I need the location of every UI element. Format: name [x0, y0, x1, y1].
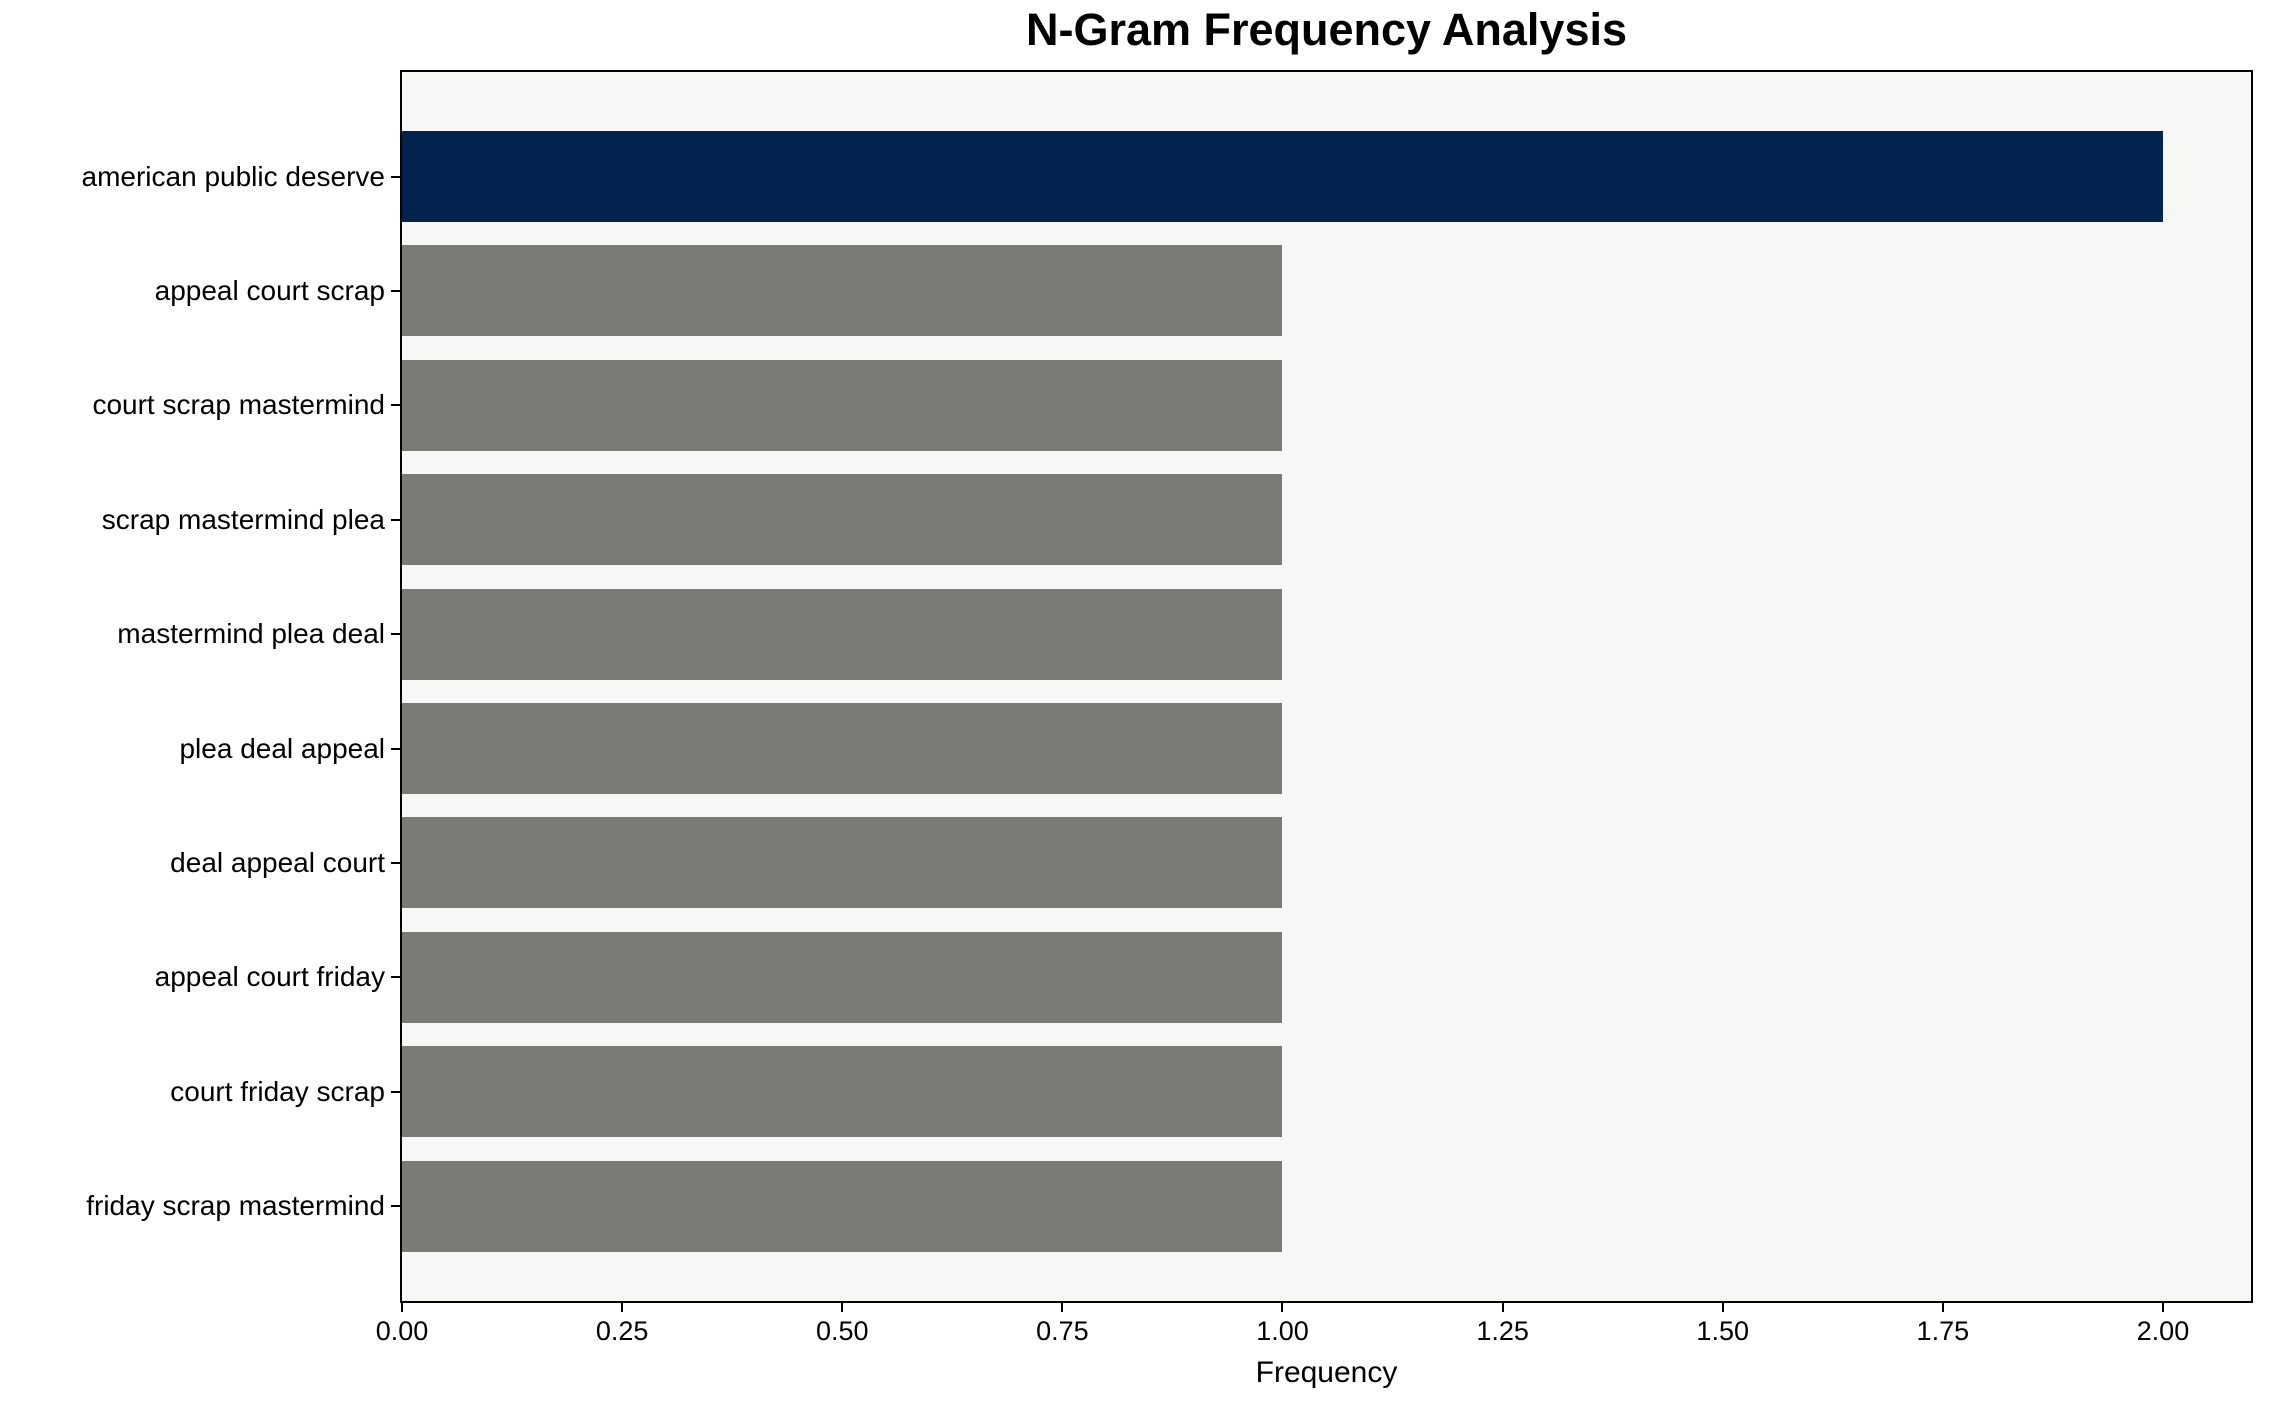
x-tick-mark — [1061, 1303, 1064, 1312]
bar-court-friday-scrap — [402, 1046, 1283, 1138]
x-tick-mark — [621, 1303, 624, 1312]
y-tick-label: court friday scrap — [170, 1075, 385, 1107]
x-tick-mark — [1281, 1303, 1284, 1312]
x-tick-label: 2.00 — [2136, 1316, 2190, 1346]
x-tick-label: 1.75 — [1916, 1316, 1970, 1346]
x-tick-label: 0.50 — [815, 1316, 869, 1346]
y-tick-label: american public deserve — [81, 160, 386, 192]
x-tick-mark — [2161, 1303, 2164, 1312]
x-tick-mark — [1941, 1303, 1944, 1312]
bar-court-scrap-mastermind — [402, 359, 1283, 451]
y-tick-label: appeal court friday — [154, 961, 385, 993]
bar-plea-deal-appeal — [402, 703, 1283, 794]
y-tick-mark — [391, 175, 400, 178]
x-tick-mark — [841, 1303, 844, 1312]
y-tick-label: appeal court scrap — [154, 274, 385, 306]
y-tick-mark — [391, 976, 400, 979]
x-tick-mark — [1721, 1303, 1724, 1312]
bar-deal-appeal-court — [402, 817, 1283, 909]
y-tick-mark — [391, 747, 400, 750]
bars-layer — [402, 72, 2251, 1301]
bar-scrap-mastermind-plea — [402, 474, 1283, 566]
y-tick-label: mastermind plea deal — [117, 618, 385, 650]
x-tick-label: 1.50 — [1696, 1316, 1749, 1346]
bar-appeal-court-scrap — [402, 245, 1283, 337]
x-tick-mark — [401, 1303, 403, 1312]
y-tick-mark — [391, 861, 400, 864]
x-axis-label: Frequency — [1255, 1356, 1398, 1389]
y-tick-label: court scrap mastermind — [92, 389, 385, 421]
bar-mastermind-plea-deal — [402, 588, 1283, 680]
y-tick-mark — [391, 633, 400, 636]
bar-american-public-deserve — [402, 131, 2163, 222]
chart-title: N-Gram Frequency Analysis — [1025, 4, 1628, 55]
bar-friday-scrap-mastermind — [402, 1160, 1283, 1252]
x-tick-label: 0.75 — [1036, 1316, 1089, 1346]
y-tick-mark — [391, 1205, 400, 1208]
y-tick-label: friday scrap mastermind — [86, 1190, 385, 1222]
bar-appeal-court-friday — [402, 931, 1283, 1023]
y-tick-label: deal appeal court — [170, 846, 385, 878]
y-tick-label: scrap mastermind plea — [101, 503, 385, 535]
y-tick-label: plea deal appeal — [179, 732, 385, 764]
x-tick-label: 0.25 — [595, 1316, 649, 1346]
y-tick-mark — [391, 404, 400, 407]
y-tick-mark — [391, 289, 400, 292]
x-tick-label: 1.00 — [1256, 1316, 1309, 1346]
y-tick-mark — [391, 518, 400, 521]
x-tick-mark — [1501, 1303, 1504, 1312]
x-tick-label: 1.25 — [1476, 1316, 1529, 1346]
y-tick-mark — [391, 1090, 400, 1093]
plot-area — [400, 70, 2253, 1303]
x-tick-label: 0.00 — [375, 1316, 429, 1346]
